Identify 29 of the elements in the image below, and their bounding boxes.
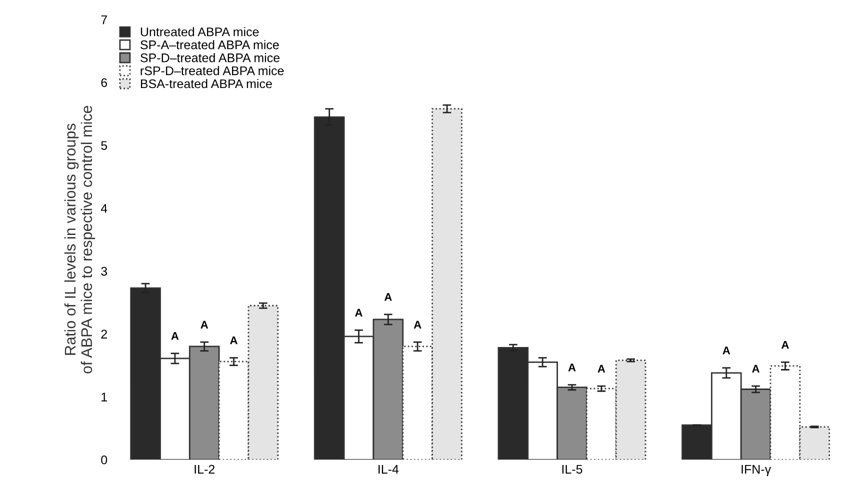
data-label: A [384, 293, 392, 301]
data-label: A [200, 320, 208, 328]
y-tick-label: 0 [101, 455, 108, 464]
y-tick-label: 2 [101, 330, 107, 338]
x-tick-label: IL-5 [562, 464, 582, 474]
data-label: A [598, 364, 606, 372]
data-label: A [171, 332, 179, 340]
data-label: A [414, 320, 422, 328]
data-label: A [568, 364, 576, 372]
data-label: A [752, 364, 760, 372]
legend-label: rSP-D–treated ABPA mice [140, 66, 284, 76]
data-label: A [722, 346, 730, 354]
legend-label: SP-D–treated ABPA mice [140, 53, 280, 62]
y-tick-label: 4 [100, 204, 108, 213]
data-label: A [355, 308, 362, 317]
y-axis-title: Ratio of IL levels in various groups of ABPA mice to respective control mice [64, 106, 96, 374]
x-tick-label: IFN-γ [742, 464, 772, 476]
y-tick-label: 6 [101, 78, 108, 88]
y-tick-label: 5 [101, 141, 108, 150]
y-tick-label: 3 [101, 266, 108, 276]
data-label: A [781, 340, 789, 349]
legend-label: BSA-treated ABPA mice [140, 79, 272, 88]
legend-label: SP-A–treated ABPA mice [140, 40, 279, 50]
x-tick-label: IL-4 [378, 464, 399, 474]
x-tick-label: IL-2 [194, 464, 214, 474]
data-label: A [230, 336, 238, 344]
legend-label: Untreated ABPA mice [140, 27, 259, 36]
y-tick-label: 7 [101, 15, 107, 24]
y-tick-label: 1 [102, 392, 107, 402]
